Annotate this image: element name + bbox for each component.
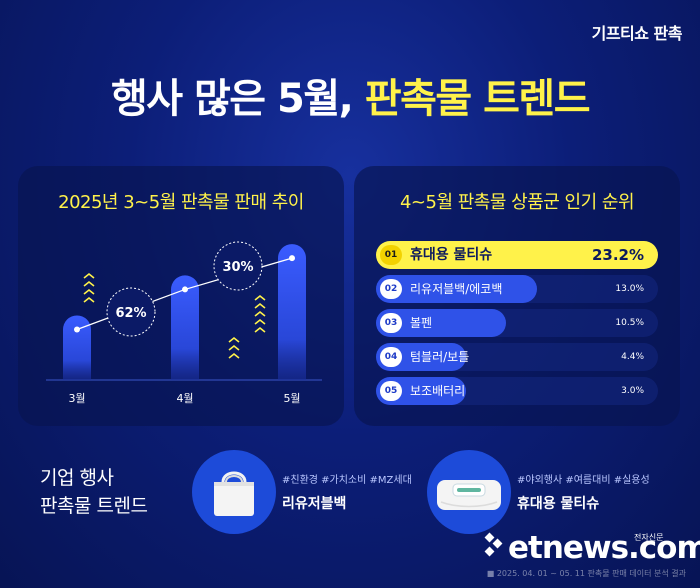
brand-top: 기프티쇼 판촉: [591, 24, 683, 43]
sales-trend-title: 2025년 3~5월 판촉물 판매 추이: [58, 192, 304, 213]
sales-bar: [278, 244, 306, 380]
ranking-category: 볼펜: [410, 316, 433, 330]
up-chevron-icon: [83, 296, 95, 303]
up-chevron-icon: [228, 336, 240, 343]
headline-part-a: 행사 많은 5월,: [110, 76, 354, 122]
up-chevron-icon: [228, 344, 240, 351]
ranking-number: 03: [380, 313, 402, 333]
sales-trend-panel: 2025년 3~5월 판촉물 판매 추이 3월 4월 5월 62% 30%: [18, 166, 344, 426]
growth-label: 62%: [115, 306, 146, 321]
trend-point: [74, 326, 80, 333]
headline-part-b: 판촉물 트렌드: [364, 76, 591, 122]
trend-point: [182, 286, 188, 293]
logo-mark-icon: [484, 532, 503, 557]
product-name-wipes: 휴대용 물티슈: [517, 496, 600, 512]
ranking-row: 01 휴대용 물티슈 23.2%: [376, 241, 658, 269]
ranking-value-label: 4.4%: [621, 352, 644, 362]
ranking-value-label: 13.0%: [615, 284, 644, 294]
ranking-row: 05 보조배터리 3.0%: [376, 377, 658, 405]
up-chevron-icon: [254, 326, 266, 333]
sales-bar: [63, 315, 91, 380]
ranking-value-label: 23.2%: [591, 246, 644, 264]
wet-wipes-icon: [427, 450, 511, 534]
bottom-title-line1: 기업 행사: [40, 467, 114, 489]
x-tick-label: 5월: [283, 392, 300, 405]
ranking-list: 01 휴대용 물티슈 23.2% 02 리유저블백/에코백 13.0% 03 볼펜 10.5% 0…: [376, 241, 658, 411]
source-note: ■ 2025. 04. 01 ~ 05. 11 판촉물 판매 데이터 분석 결과: [486, 569, 686, 578]
x-tick-label: 3월: [68, 392, 85, 405]
up-chevron-icon: [83, 280, 95, 287]
sales-trend-chart: 3월 4월 5월 62% 30%: [46, 241, 322, 405]
bottom-title-line2: 판촉물 트렌드: [40, 495, 148, 517]
growth-label: 30%: [222, 260, 253, 275]
sales-bar: [171, 275, 199, 380]
ranking-category: 휴대용 물티슈: [410, 247, 493, 263]
up-chevron-icon: [254, 318, 266, 325]
x-tick-label: 4월: [176, 392, 193, 405]
tote-bag-icon: [192, 450, 276, 534]
up-chevron-icon: [254, 294, 266, 301]
ranking-panel: 4~5월 판촉물 상품군 인기 순위 01 휴대용 물티슈 23.2% 02 리유저블백…: [354, 166, 680, 426]
product-tags-wipes: #야외행사 #여름대비 #실용성: [517, 475, 650, 486]
ranking-row: 02 리유저블백/에코백 13.0%: [376, 275, 658, 303]
headline: 행사 많은 5월, 판촉물 트렌드: [0, 66, 700, 124]
ranking-bar: [376, 275, 537, 303]
trend-point: [289, 255, 295, 262]
ranking-number: 01: [380, 245, 402, 265]
up-chevron-icon: [83, 272, 95, 279]
ranking-row: 03 볼펜 10.5%: [376, 309, 658, 337]
product-name-tote: 리유저블백: [282, 496, 347, 512]
ranking-category: 보조배터리: [410, 384, 466, 398]
ranking-title: 4~5월 판촉물 상품군 인기 순위: [399, 192, 635, 213]
ranking-number: 04: [380, 347, 402, 367]
up-chevron-icon: [83, 288, 95, 295]
ranking-value-label: 10.5%: [615, 318, 644, 328]
growth-bubble: [106, 287, 156, 337]
up-chevron-icon: [254, 302, 266, 309]
product-tags-tote: #친환경 #가치소비 #MZ세대: [282, 475, 412, 486]
bottom-title: 기업 행사 판촉물 트렌드: [40, 464, 190, 520]
ranking-value-label: 3.0%: [621, 386, 644, 396]
growth-bubble: [213, 241, 263, 291]
ranking-category: 리유저블백/에코백: [410, 282, 503, 296]
ranking-number: 02: [380, 279, 402, 299]
ranking-bar: [376, 241, 658, 269]
up-chevron-icon: [228, 352, 240, 359]
ranking-number: 05: [380, 381, 402, 401]
ranking-category: 텀블러/보틀: [410, 350, 470, 364]
logo-text: etnews.com: [508, 530, 700, 566]
ranking-row: 04 텀블러/보틀 4.4%: [376, 343, 658, 371]
up-chevron-icon: [254, 310, 266, 317]
logo-sub: 전자신문: [634, 533, 664, 542]
